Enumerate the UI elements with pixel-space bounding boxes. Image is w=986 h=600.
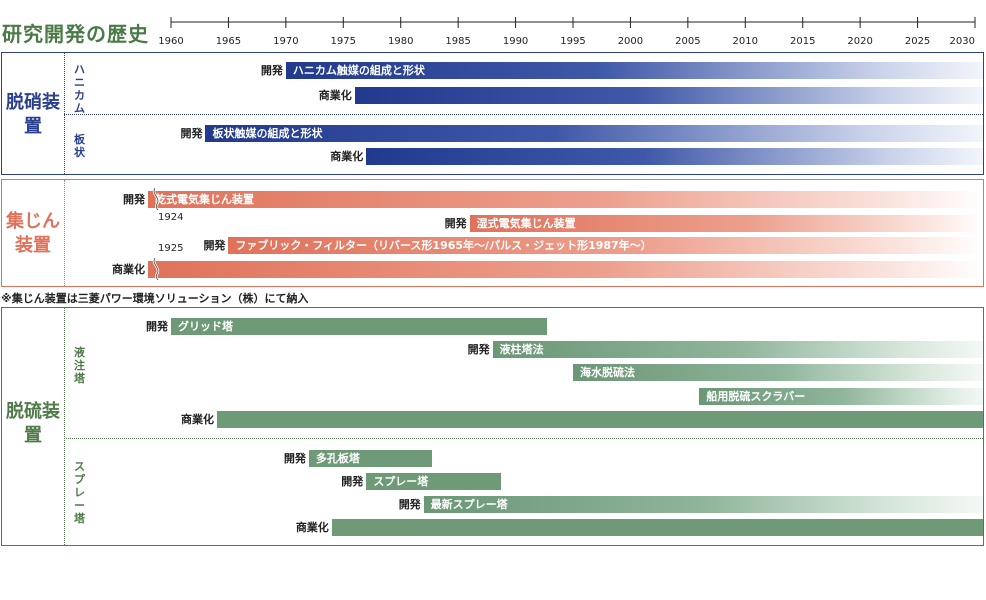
desulfurization-bar: グリッド塔 — [171, 318, 547, 335]
break-mark — [152, 258, 160, 280]
desulfurization-label: 脱硫装置 — [6, 401, 60, 446]
desulfurization-bar: 船用脱硫スクラバー — [699, 388, 983, 405]
year-note-1924: 1924 — [158, 212, 184, 223]
axis-tick-label: 1975 — [331, 36, 356, 47]
axis-tick-label: 2000 — [618, 36, 643, 47]
dust-bar: 乾式電気集じん装置 — [148, 191, 983, 208]
axis-tick-label: 1980 — [388, 36, 413, 47]
denitration-bar — [354, 87, 983, 104]
plate-label: 板状 — [74, 133, 85, 159]
axis-tick-label: 1960 — [158, 36, 183, 47]
desulfurization-bar-prefix: 開発 — [283, 452, 306, 465]
axis-tick-label: 2010 — [733, 36, 758, 47]
denitration-bar-prefix: 商業化 — [318, 89, 352, 102]
denitration-bar-prefix: 開発 — [260, 64, 283, 77]
dust-bar: 湿式電気集じん装置 — [469, 215, 983, 232]
honeycomb-label: ハニカム — [74, 63, 85, 115]
desulfurization-vdivider — [64, 308, 65, 545]
page-title: 研究開発の歴史 — [2, 22, 149, 46]
desulfurization-bar: 多孔板塔 — [308, 450, 432, 467]
desulfurization-bar — [216, 411, 983, 428]
dust-bar: ファブリック・フィルター（リバース形1965年～/パルス・ジェット形1987年～… — [228, 237, 983, 254]
dust-bar-prefix: 商業化 — [112, 263, 146, 276]
axis-tick-label: 2020 — [847, 36, 872, 47]
desulfurization-bar-prefix: 開発 — [398, 498, 421, 511]
axis-tick-label: 1970 — [273, 36, 298, 47]
break-mark — [152, 188, 160, 210]
axis-tick-label: 1985 — [445, 36, 470, 47]
dust-bar-prefix: 開発 — [123, 193, 146, 206]
axis-tick-label: 2030 — [950, 36, 975, 47]
year-note-1925: 1925 — [158, 243, 184, 254]
desulfurization-bar-prefix: 開発 — [467, 343, 490, 356]
year-axis: 1960 1965 1970 1975 1980 1985 1990 1995 2000 2005… — [158, 17, 976, 47]
dust-bar — [148, 261, 983, 278]
denitration-bar-prefix: 商業化 — [330, 150, 364, 163]
desulfurization-bar: 最新スプレー塔 — [423, 496, 983, 513]
axis-tick-label: 2005 — [675, 36, 700, 47]
dust-collector-label: 集じん装置 — [6, 211, 60, 256]
denitration-bar — [366, 148, 983, 165]
dust-bar-prefix: 開発 — [203, 239, 226, 252]
spray-tower-label: スプレー塔 — [74, 460, 85, 525]
desulfurization-bar-prefix: 商業化 — [295, 521, 329, 534]
dust-bar-prefix: 開発 — [444, 217, 467, 230]
desulfurization-bar-prefix: 商業化 — [180, 413, 214, 426]
desulfurization-bar-prefix: 開発 — [341, 475, 364, 488]
desulfurization-bar: 海水脱硫法 — [573, 364, 983, 381]
desulfurization-hdivider — [64, 438, 983, 439]
axis-tick-label: 2015 — [790, 36, 815, 47]
denitration-label: 脱硝装置 — [6, 92, 60, 137]
desulfurization-bar — [331, 519, 983, 536]
denitration-vdivider — [64, 53, 65, 174]
denitration-hdivider — [64, 114, 983, 115]
desulfurization-bar: スプレー塔 — [366, 473, 501, 490]
denitration-bar-prefix: 開発 — [180, 127, 203, 140]
axis-tick-label: 1995 — [560, 36, 585, 47]
axis-tick-label: 1990 — [503, 36, 528, 47]
denitration-bar: 板状触媒の組成と形状 — [205, 125, 983, 142]
axis-tick-label: 1965 — [216, 36, 241, 47]
supplier-note: ※集じん装置は三菱パワー環境ソリューション（株）にて納入 — [1, 292, 309, 305]
desulfurization-bar-prefix: 開発 — [146, 320, 168, 333]
denitration-bar: ハニカム触媒の組成と形状 — [285, 62, 983, 79]
liquid-column-label: 液注塔 — [74, 346, 85, 385]
desulfurization-bar: 液柱塔法 — [492, 341, 983, 358]
axis-tick-label: 2025 — [905, 36, 930, 47]
dust-vdivider — [64, 180, 65, 286]
